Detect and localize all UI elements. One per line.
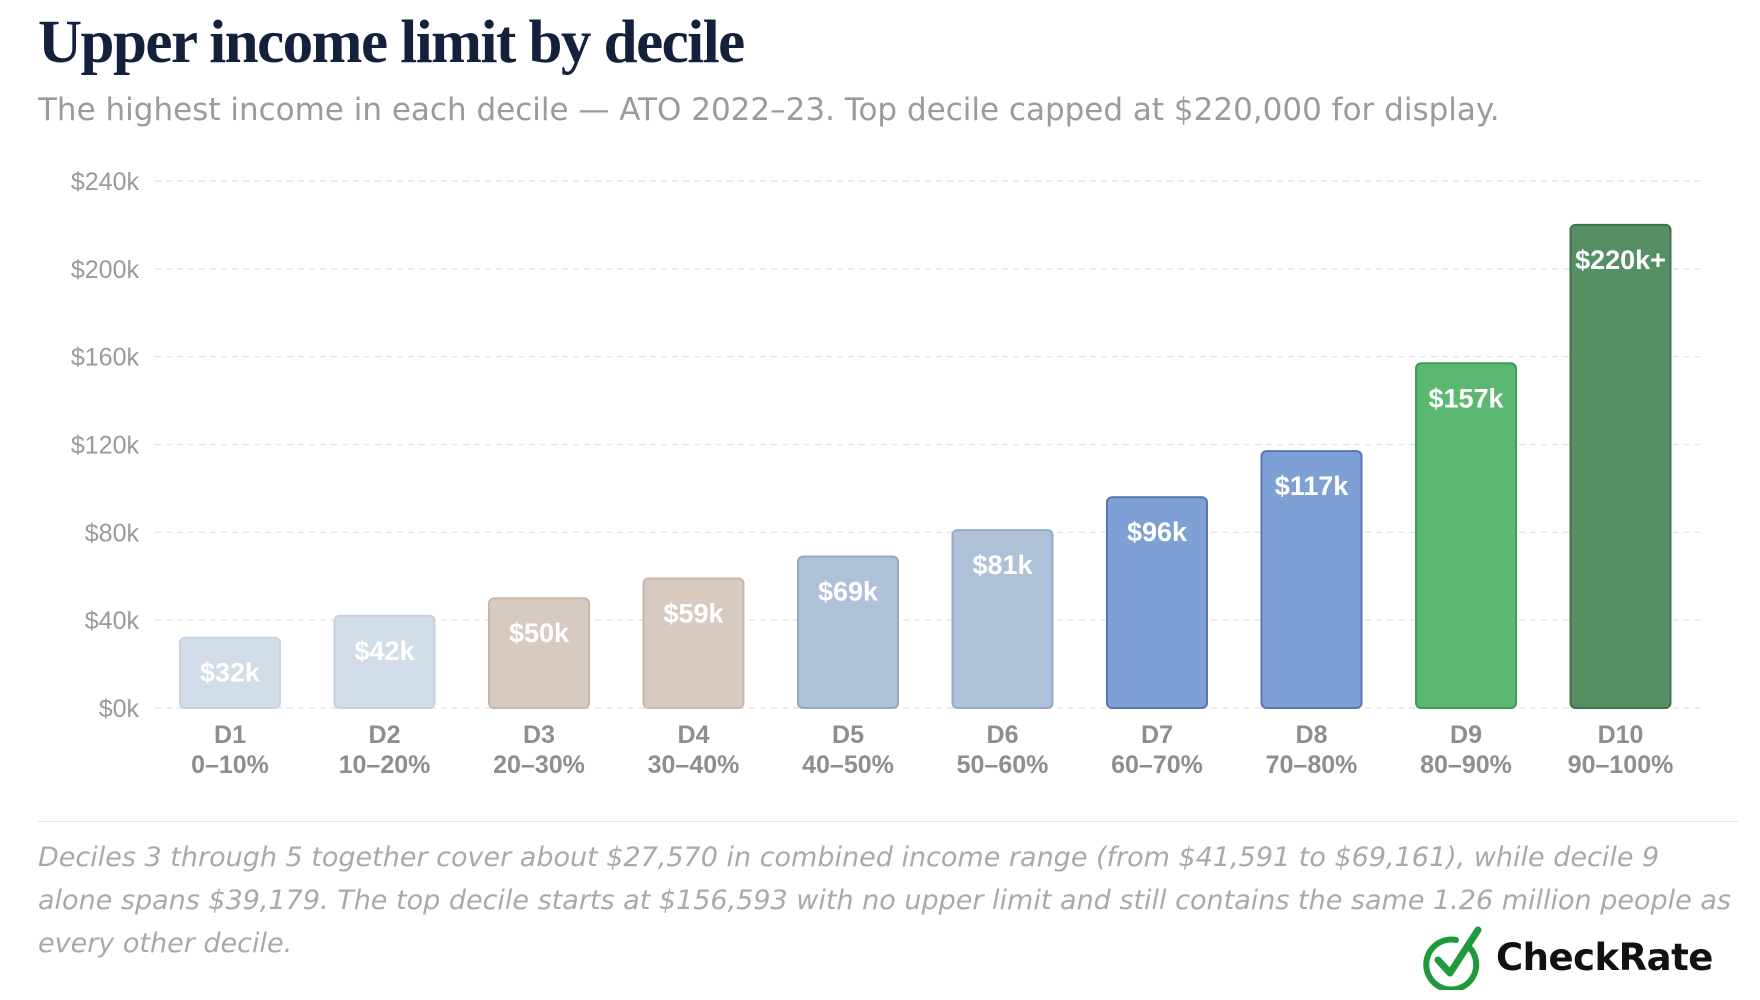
x-tick-label: D9: [1450, 721, 1482, 749]
y-tick-label: $200k: [71, 256, 140, 284]
x-tick-range-label: 0–10%: [191, 751, 269, 779]
y-tick-label: $120k: [71, 432, 140, 460]
bar-d4: [642, 577, 745, 709]
bar-value-label: $42k: [354, 636, 415, 666]
y-tick-label: $160k: [71, 344, 140, 372]
bar-value-label: $32k: [200, 658, 261, 688]
bar-d2: [333, 614, 436, 709]
chart-title: Upper income limit by decile: [38, 9, 745, 76]
bar-d8: [1260, 450, 1363, 709]
bar-value-label: $220k+: [1575, 245, 1666, 275]
checkmark-circle-icon: [1423, 926, 1482, 990]
bar-value-label: $50k: [509, 618, 570, 648]
x-tick-label: D8: [1296, 721, 1328, 749]
bar-value-label: $81k: [972, 550, 1033, 580]
bar-d6: [951, 529, 1054, 710]
x-tick-range-label: 40–50%: [802, 751, 894, 779]
bar-value-label: $157k: [1428, 383, 1504, 413]
bar-value-label: $59k: [663, 598, 724, 628]
bar-value-label: $69k: [818, 576, 879, 606]
x-tick-range-label: 80–90%: [1420, 751, 1512, 779]
y-tick-label: $240k: [71, 168, 140, 196]
divider: [38, 821, 1738, 822]
footnote: Deciles 3 through 5 together cover about…: [38, 842, 1731, 959]
bar-d1: [179, 636, 281, 710]
y-tick-label: $40k: [85, 607, 140, 635]
x-tick-label: D4: [678, 721, 710, 749]
x-tick-label: D6: [987, 721, 1019, 749]
x-tick-range-label: 30–40%: [648, 751, 740, 779]
x-tick-range-label: 50–60%: [957, 751, 1049, 779]
x-tick-label: D2: [369, 721, 401, 749]
bar-d5: [797, 555, 899, 709]
brand-logo: CheckRate: [1418, 920, 1718, 990]
x-tick-range-label: 20–30%: [493, 751, 585, 779]
brand-name: CheckRate: [1496, 936, 1713, 979]
bar-d9: [1415, 362, 1517, 709]
bar-d10: [1569, 223, 1672, 710]
bar-d7: [1106, 496, 1208, 710]
chart-subtitle: The highest income in each decile — ATO …: [38, 92, 1500, 128]
y-tick-label: $0k: [99, 695, 140, 723]
x-tick-label: D5: [832, 721, 864, 749]
bar-value-label: $117k: [1275, 471, 1350, 501]
x-tick-label: D10: [1598, 721, 1644, 749]
x-tick-label: D1: [214, 721, 246, 749]
x-tick-label: D7: [1141, 721, 1173, 749]
bar-chart: $0k $40k $80k $120k $160k $200k $240k $32k D10–1…: [71, 168, 1700, 779]
bar-value-label: $96k: [1127, 517, 1188, 547]
x-tick-range-label: 60–70%: [1111, 751, 1203, 779]
bar-d3: [488, 597, 590, 710]
x-tick-range-label: 70–80%: [1266, 751, 1358, 779]
x-tick-range-label: 10–20%: [339, 751, 431, 779]
x-tick-label: D3: [523, 721, 555, 749]
y-tick-label: $80k: [85, 519, 140, 547]
x-tick-range-label: 90–100%: [1568, 751, 1674, 779]
